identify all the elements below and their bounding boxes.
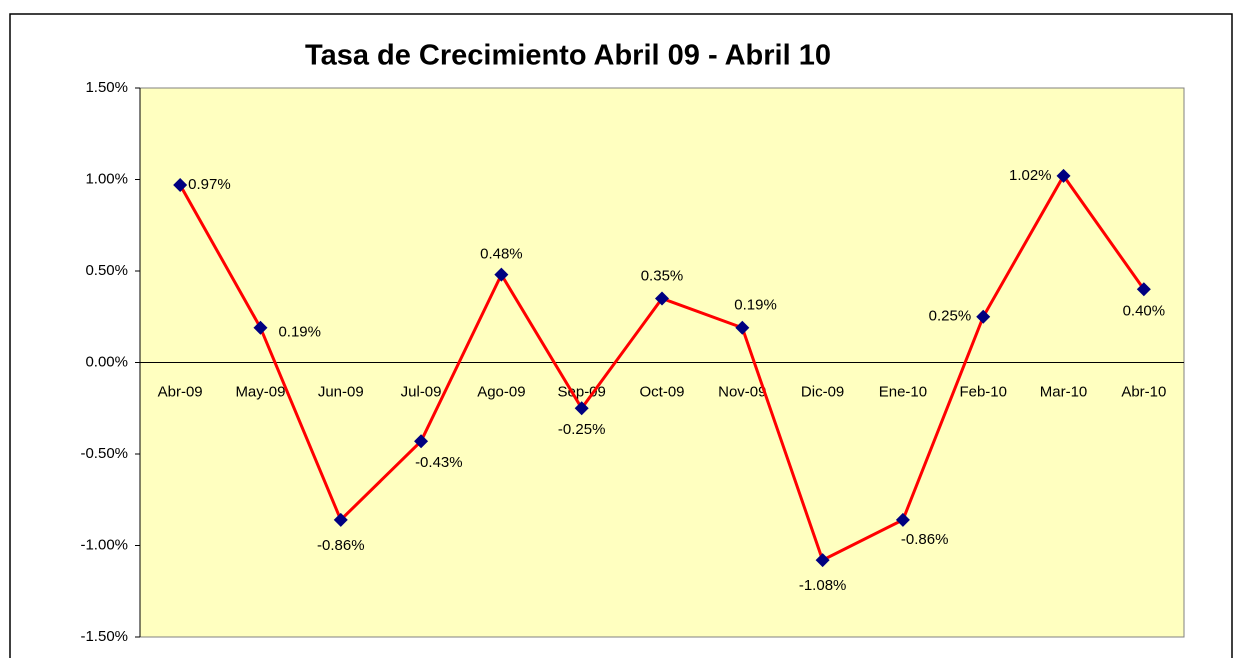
marker	[574, 401, 589, 416]
y-tick-label: 1.00%	[85, 170, 128, 187]
x-tick-label: Abr-10	[1121, 383, 1166, 400]
x-tick-label: Jun-09	[318, 383, 364, 400]
data-label: 0.97%	[188, 176, 231, 193]
marker	[1056, 168, 1071, 183]
marker	[976, 309, 991, 324]
x-tick-label: Ene-10	[879, 383, 927, 400]
marker	[253, 320, 268, 335]
y-tick-label: 0.00%	[85, 353, 128, 370]
y-tick-label: -1.50%	[80, 628, 128, 645]
x-tick-label: Abr-09	[158, 383, 203, 400]
y-tick-label: 1.50%	[85, 79, 128, 96]
x-tick-label: Ago-09	[477, 383, 525, 400]
data-label: -0.86%	[901, 531, 949, 548]
marker	[414, 434, 429, 449]
x-tick-label: Nov-09	[718, 383, 766, 400]
y-tick-label: -0.50%	[80, 445, 128, 462]
marker	[1136, 282, 1151, 297]
data-label: 0.40%	[1123, 302, 1166, 319]
y-tick-label: -1.00%	[80, 536, 128, 553]
data-label: -0.43%	[415, 454, 463, 471]
chart-title: Tasa de Crecimiento Abril 09 - Abril 10	[305, 40, 831, 72]
marker	[815, 553, 830, 568]
data-label: 0.35%	[641, 267, 684, 284]
y-tick-label: 0.50%	[85, 262, 128, 279]
data-label: -0.25%	[558, 421, 606, 438]
marker	[494, 267, 509, 282]
x-tick-label: Feb-10	[959, 383, 1007, 400]
x-tick-label: Dic-09	[801, 383, 844, 400]
marker	[173, 177, 188, 192]
data-label: 0.19%	[278, 324, 321, 341]
x-tick-label: May-09	[235, 383, 285, 400]
x-tick-label: Mar-10	[1040, 383, 1088, 400]
data-label: 0.19%	[734, 297, 777, 314]
marker	[655, 291, 669, 306]
data-label: 0.25%	[929, 308, 972, 325]
data-label: -0.86%	[317, 537, 365, 554]
data-label: 1.02%	[1009, 167, 1052, 184]
data-label: 0.48%	[480, 246, 523, 263]
marker	[735, 320, 750, 335]
data-label: -1.08%	[799, 577, 847, 594]
x-tick-label: Oct-09	[639, 383, 684, 400]
marker	[333, 512, 348, 527]
x-tick-label: Jul-09	[401, 383, 442, 400]
marker	[895, 512, 910, 527]
